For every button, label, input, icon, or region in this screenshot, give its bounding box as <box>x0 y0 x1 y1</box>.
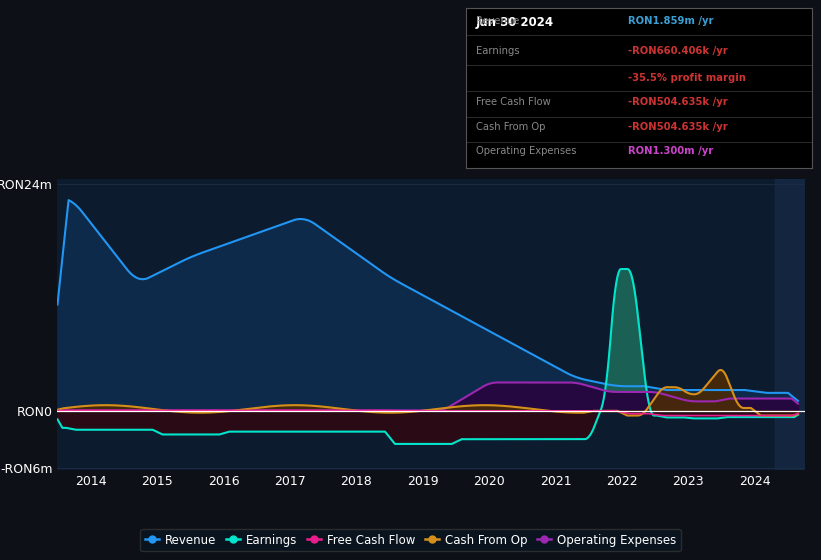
Text: Operating Expenses: Operating Expenses <box>476 147 576 156</box>
Text: Earnings: Earnings <box>476 46 520 56</box>
Text: Cash From Op: Cash From Op <box>476 122 545 132</box>
Text: Revenue: Revenue <box>476 16 519 26</box>
Bar <box>775 179 805 470</box>
Text: RON1.859m /yr: RON1.859m /yr <box>628 16 713 26</box>
Text: -RON660.406k /yr: -RON660.406k /yr <box>628 46 728 56</box>
Text: RON1.300m /yr: RON1.300m /yr <box>628 147 713 156</box>
Text: Jun 30 2024: Jun 30 2024 <box>476 16 554 29</box>
Text: -35.5% profit margin: -35.5% profit margin <box>628 73 746 83</box>
Text: Free Cash Flow: Free Cash Flow <box>476 97 551 107</box>
Text: -RON504.635k /yr: -RON504.635k /yr <box>628 97 728 107</box>
Text: -RON504.635k /yr: -RON504.635k /yr <box>628 122 728 132</box>
Legend: Revenue, Earnings, Free Cash Flow, Cash From Op, Operating Expenses: Revenue, Earnings, Free Cash Flow, Cash … <box>140 529 681 551</box>
